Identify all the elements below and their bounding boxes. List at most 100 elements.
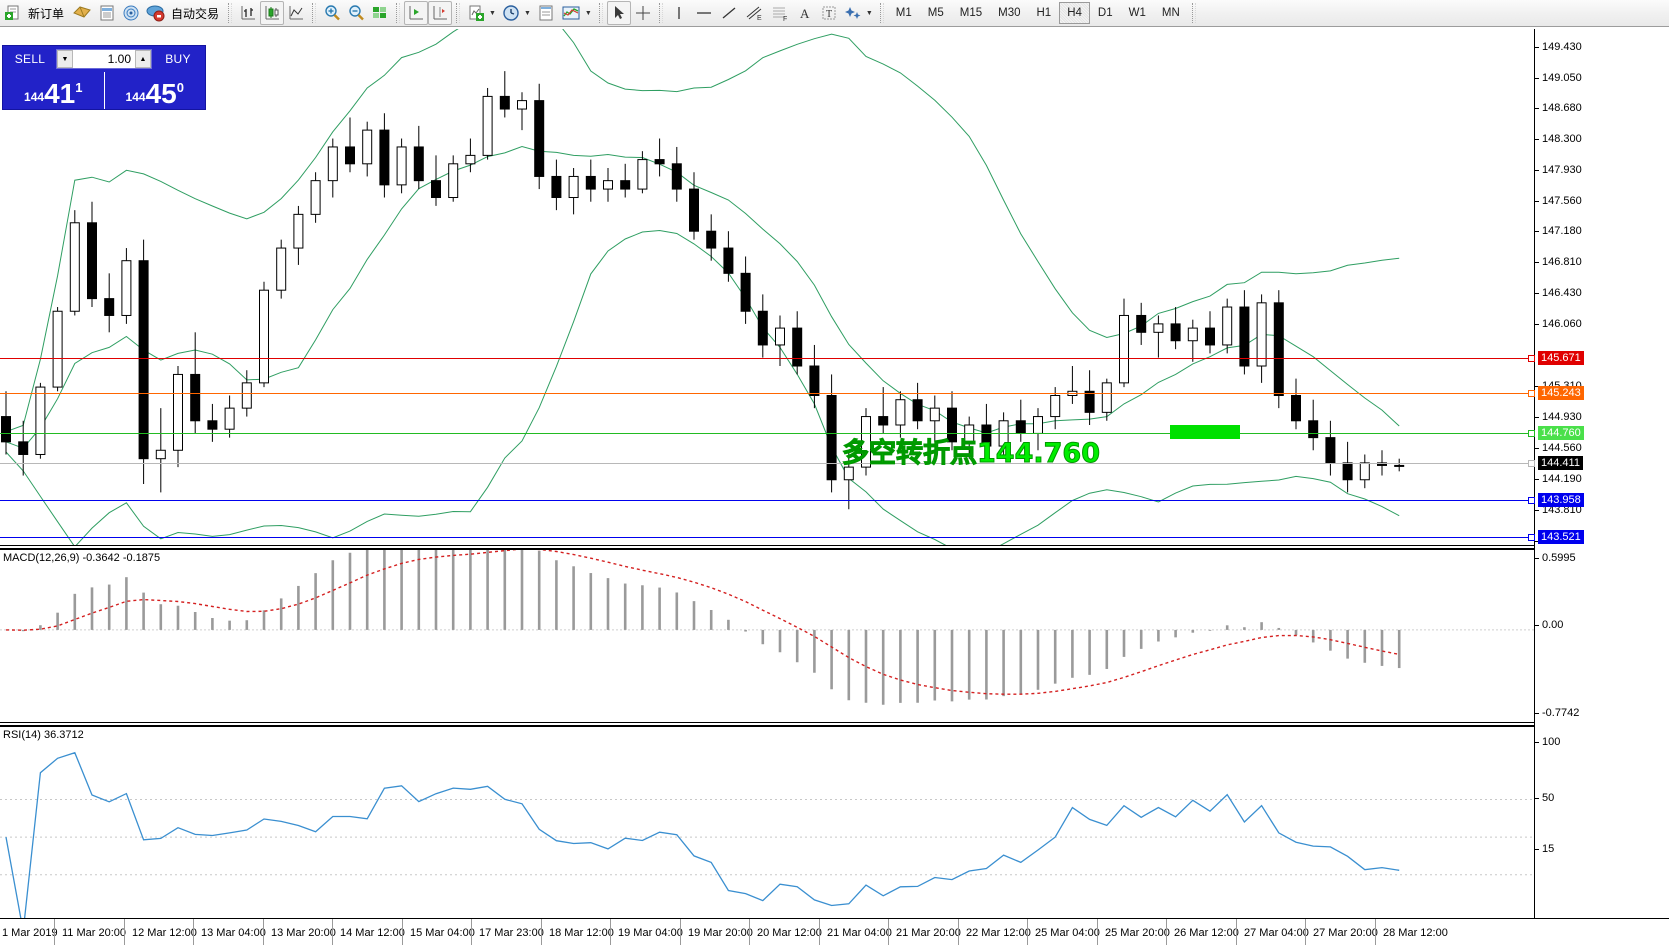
price-level-tag[interactable]: 145.243 [1538, 386, 1584, 400]
chart-annotation-text[interactable]: 多空转折点144.760 [842, 438, 1101, 470]
tile-windows-button[interactable] [368, 1, 392, 25]
timeframe-m5[interactable]: M5 [927, 7, 944, 19]
vertical-line-button[interactable] [667, 1, 691, 25]
green-highlight-rectangle[interactable] [1170, 425, 1240, 439]
volume-increment-button[interactable]: ▲ [135, 50, 151, 68]
shift-end-button[interactable] [404, 1, 429, 25]
fibonacci-button[interactable]: F [767, 1, 793, 25]
shapes-button[interactable]: ▼ [841, 1, 876, 25]
price-chart-pane[interactable] [0, 29, 1534, 548]
chevron-down-icon[interactable]: ▼ [865, 9, 873, 17]
candlestick-chart-button[interactable] [260, 1, 285, 25]
text-label-button[interactable]: T [817, 1, 841, 25]
price-level-line[interactable] [0, 358, 1534, 359]
timeframe-h4[interactable]: H4 [1059, 2, 1090, 24]
auto-scroll-button[interactable] [428, 1, 453, 25]
svg-text:T: T [826, 9, 832, 20]
text-icon: A [797, 4, 813, 22]
candlestick [757, 294, 768, 358]
pane-divider-rsi[interactable] [0, 722, 1534, 726]
price-level-line[interactable] [0, 463, 1534, 464]
new-order-button[interactable]: 新订单 [2, 1, 69, 25]
price-level-tag[interactable]: 144.760 [1538, 426, 1584, 440]
price-chart-canvas [1, 29, 1405, 548]
fibonacci-icon: F [770, 4, 790, 22]
candlestick [362, 121, 373, 177]
equidistant-channel-button[interactable]: E [741, 1, 767, 25]
candlestick [121, 248, 132, 324]
price-level-tag[interactable]: 144.411 [1538, 456, 1583, 470]
timeframe-m15[interactable]: M15 [959, 7, 983, 19]
time-axis[interactable]: 1 Mar 2019 11 Mar 20:00 12 Mar 12:00 13 Mar… [0, 918, 1669, 948]
rsi-pane[interactable]: RSI(14) 36.3712 [0, 726, 1534, 919]
bar-chart-button[interactable] [236, 1, 260, 25]
chevron-down-icon[interactable]: ▼ [584, 9, 592, 17]
price-level-line[interactable] [0, 537, 1534, 538]
timeframe-m1[interactable]: M1 [895, 7, 912, 19]
chevron-down-icon[interactable]: ▼ [523, 9, 531, 17]
macd-pane[interactable]: MACD(12,26,9) -0.3642 -0.1875 [0, 549, 1534, 724]
navigator-button[interactable] [119, 1, 143, 25]
price-level-tag[interactable]: 143.958 [1538, 493, 1584, 507]
tile-windows-icon [371, 4, 389, 22]
price-level-tag[interactable]: 143.521 [1538, 530, 1584, 544]
zoom-in-button[interactable] [320, 1, 344, 25]
vertical-line-icon [672, 4, 686, 22]
timeframe-w1[interactable]: W1 [1128, 7, 1146, 19]
price-level-handle[interactable] [1528, 497, 1535, 504]
period-button[interactable]: ▼ [499, 1, 534, 25]
time-axis-label: 28 Mar 12:00 [1383, 927, 1448, 939]
text-button[interactable]: A [793, 1, 817, 25]
one-click-trading-panel[interactable]: SELL ▼ 1.00 ▲ BUY 144 41 1 144 45 0 [2, 45, 206, 110]
price-level-handle[interactable] [1528, 390, 1535, 397]
zoom-out-button[interactable] [344, 1, 368, 25]
indicators-button[interactable]: ▼ [558, 1, 595, 25]
cursor-button[interactable] [606, 1, 631, 25]
candlestick [1359, 454, 1370, 489]
timeframe-h1[interactable]: H1 [1036, 7, 1052, 19]
candlestick [534, 83, 545, 190]
bollinger-band-line [5, 29, 1400, 433]
candlestick [138, 239, 149, 484]
pane-divider-macd[interactable] [0, 545, 1534, 549]
svg-text:A: A [800, 6, 810, 21]
chevron-down-icon[interactable]: ▼ [489, 9, 496, 17]
price-level-line[interactable] [0, 433, 1534, 434]
timeframe-d1[interactable]: D1 [1097, 7, 1113, 19]
candlestick [52, 307, 63, 392]
line-chart-button[interactable] [284, 1, 308, 25]
time-axis-tick [263, 919, 264, 945]
price-level-handle[interactable] [1528, 534, 1535, 541]
price-level-line[interactable] [0, 500, 1534, 501]
time-axis-label: 19 Mar 20:00 [688, 927, 753, 939]
buy-price-button[interactable]: 144 45 0 [103, 72, 206, 109]
volume-decrement-button[interactable]: ▼ [57, 50, 73, 68]
crosshair-button[interactable] [631, 1, 655, 25]
horizontal-line-button[interactable] [691, 1, 717, 25]
trendline-button[interactable] [717, 1, 741, 25]
timeframe-mn[interactable]: MN [1161, 7, 1180, 19]
candlestick [1291, 378, 1301, 430]
properties-button[interactable] [534, 1, 558, 25]
candlestick [1084, 370, 1095, 425]
time-axis-tick [1027, 919, 1028, 945]
price-level-handle[interactable] [1528, 460, 1535, 467]
expert-advisor-button[interactable] [69, 1, 95, 25]
data-window-button[interactable] [95, 1, 119, 25]
price-level-handle[interactable] [1528, 430, 1535, 437]
autotrading-button[interactable]: 自动交易 [143, 1, 224, 25]
svg-text:E: E [757, 15, 762, 22]
price-level-handle[interactable] [1528, 355, 1535, 362]
volume-value: 1.00 [107, 52, 131, 66]
sell-price-button[interactable]: 144 41 1 [24, 78, 83, 109]
price-axis[interactable]: 149.430 149.050 148.680 148.300 147.930 147.5… [1534, 29, 1669, 918]
autotrading-label: 自动交易 [171, 6, 220, 21]
volume-input[interactable]: ▼ 1.00 ▲ [56, 49, 152, 69]
candlestick [1153, 315, 1164, 358]
timeframe-m30[interactable]: M30 [998, 7, 1021, 19]
price-level-line[interactable] [0, 393, 1534, 394]
candlestick [1325, 420, 1336, 476]
time-axis-label: 20 Mar 12:00 [757, 927, 822, 939]
add-template-button[interactable]: ▼ [464, 1, 499, 25]
price-level-tag[interactable]: 145.671 [1538, 351, 1584, 365]
